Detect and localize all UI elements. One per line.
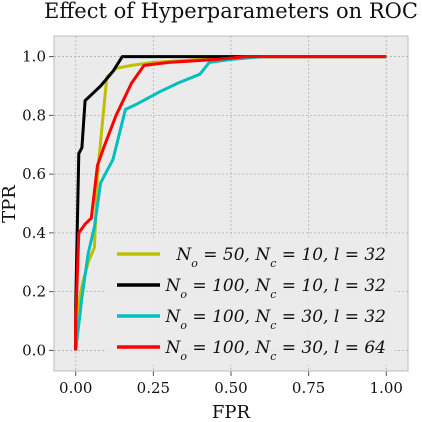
axis-ticks: 0.00 0.25 0.50 0.75 1.00 0.0 0.2 0.4 0.6 0.8 1.0: [22, 48, 403, 397]
legend-entry-label: No = 50, Nc = 10, l = 32: [175, 245, 386, 270]
x-tick-label: 0.00: [59, 379, 92, 397]
y-tick-label: 0.8: [22, 106, 46, 124]
x-tick-label: 1.00: [370, 379, 403, 397]
y-tick-label: 0.6: [22, 165, 46, 183]
x-tick-label: 0.75: [292, 379, 325, 397]
series-lines: [74, 55, 387, 351]
legend-box: [104, 237, 395, 365]
series-line-3: [74, 55, 387, 351]
chart-title: Effect of Hyperparameters on ROC: [44, 0, 418, 23]
y-tick-label: 0.0: [22, 341, 46, 359]
y-tick-label: 0.4: [22, 224, 46, 242]
y-axis-label: TPR: [0, 185, 20, 223]
y-tick-label: 1.0: [22, 48, 46, 66]
legend: No = 50, Nc = 10, l = 32 No = 100, Nc = 1…: [104, 237, 395, 365]
legend-entry-label: No = 100, Nc = 30, l = 32: [165, 307, 386, 332]
legend-entry-label: No = 100, Nc = 30, l = 64: [165, 338, 386, 363]
x-tick-label: 0.50: [214, 379, 247, 397]
y-tick-label: 0.2: [22, 283, 46, 301]
x-axis-label: FPR: [212, 402, 251, 422]
plot-frame: [53, 35, 409, 372]
series-line-4: [74, 55, 387, 351]
legend-entry-label: No = 100, Nc = 10, l = 32: [165, 276, 386, 301]
x-tick-label: 0.25: [137, 379, 170, 397]
